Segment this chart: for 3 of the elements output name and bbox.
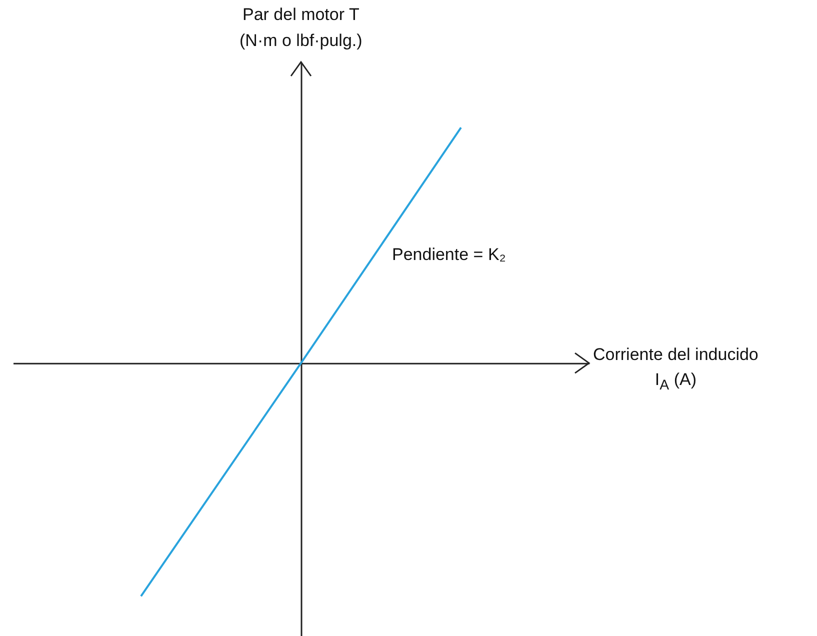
annotation: Pendiente = K₂	[392, 245, 506, 266]
x-axis-title: Corriente del inducido I$_{A}$ (A)	[593, 344, 758, 396]
y-axis-title: Par del motor T (N·m o lbf·pulg.)	[240, 4, 362, 52]
